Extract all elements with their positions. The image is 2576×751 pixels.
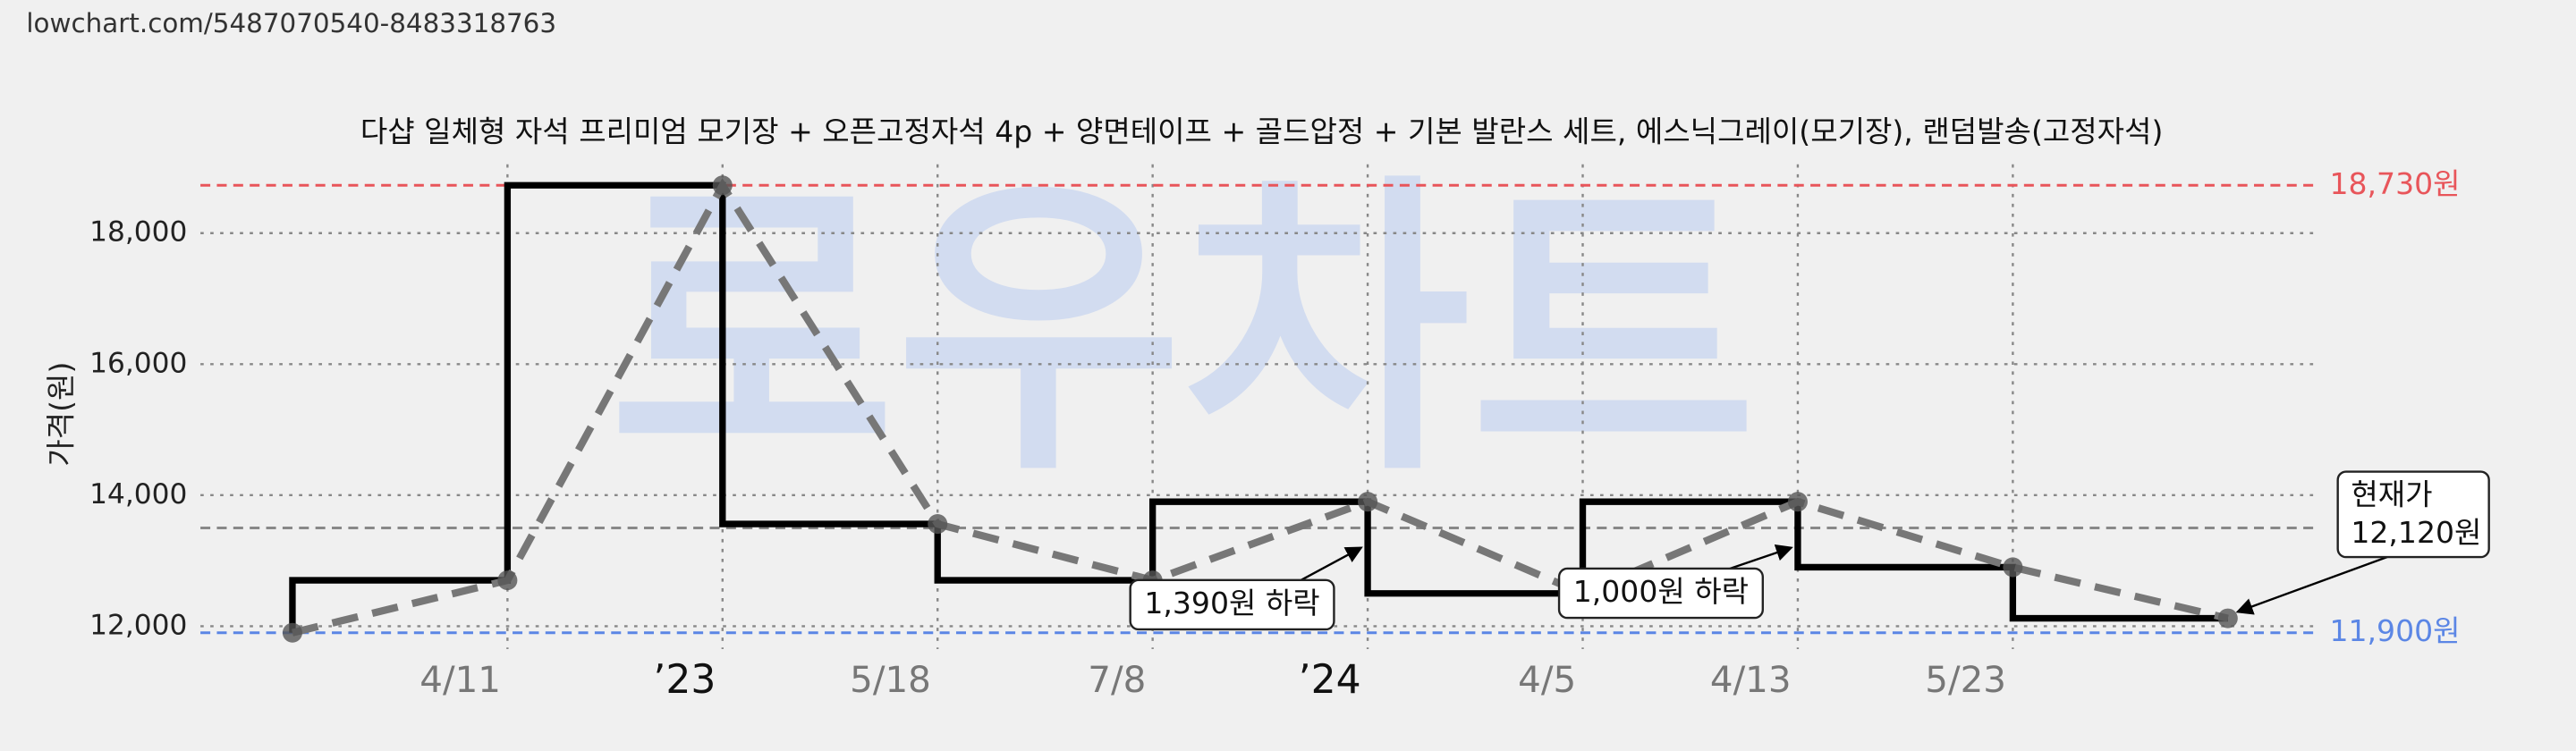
point bbox=[1787, 492, 1808, 512]
x-tick-label: ’23 bbox=[653, 657, 716, 703]
annotation-box bbox=[1129, 578, 1335, 631]
watermark: 로우차트 bbox=[608, 150, 1757, 513]
annotation-arrow bbox=[1729, 544, 1793, 570]
point bbox=[928, 514, 948, 535]
x-tick-label: 5/23 bbox=[1925, 658, 2006, 701]
x-tick-label: 5/18 bbox=[850, 658, 931, 701]
annotation-text: 12,120원 bbox=[2351, 515, 2481, 550]
y-tick-label: 16,000 bbox=[89, 347, 187, 379]
annotation-text: 1,390원 하락 bbox=[1144, 586, 1319, 620]
annotation-text: 1,000원 하락 bbox=[1573, 574, 1749, 609]
x-tick-label: ’24 bbox=[1299, 657, 1361, 703]
trend-line bbox=[291, 178, 2229, 637]
annotation-text: 현재가 bbox=[2351, 477, 2432, 512]
y-tick-label: 14,000 bbox=[89, 478, 187, 511]
url: lowchart.com/5487070540-8483318763 bbox=[26, 8, 556, 38]
x-tick-label: 4/13 bbox=[1710, 658, 1792, 701]
point bbox=[2217, 608, 2238, 629]
chart-title: 다샵 일체형 자석 프리미엄 모기장 + 오픈고정자석 4p + 양면테이프 +… bbox=[360, 114, 2164, 148]
point bbox=[2003, 557, 2023, 578]
y-tick-label: 12,000 bbox=[89, 609, 187, 641]
annotation-box bbox=[1557, 567, 1765, 620]
point bbox=[282, 622, 302, 643]
point bbox=[497, 570, 518, 591]
annotation-arrow bbox=[1301, 546, 1363, 581]
step-line bbox=[289, 181, 2228, 633]
point bbox=[712, 175, 733, 196]
reference-label: 18,730원 bbox=[2329, 166, 2460, 201]
y-tick-label: 18,000 bbox=[89, 216, 187, 249]
point bbox=[1358, 492, 1378, 512]
x-tick-label: 4/5 bbox=[1518, 658, 1576, 701]
x-tick-label: 7/8 bbox=[1088, 658, 1146, 701]
annotation-box bbox=[2336, 470, 2490, 559]
annotation-arrow bbox=[2235, 555, 2388, 615]
y-axis-label: 가격(원) bbox=[43, 362, 78, 467]
x-tick-label: 4/11 bbox=[419, 658, 501, 701]
reference-label: 11,900원 bbox=[2329, 613, 2460, 648]
